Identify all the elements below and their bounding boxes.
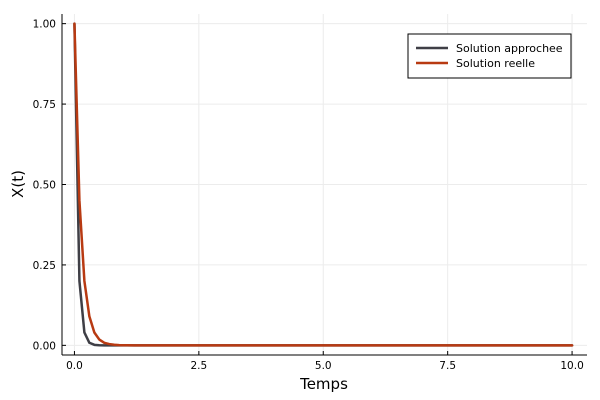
legend-label-solution-approchee: Solution approchee xyxy=(456,42,563,55)
y-tick-label: 0.00 xyxy=(33,340,56,352)
x-tick-label: 5.0 xyxy=(315,360,332,372)
y-tick-label: 0.50 xyxy=(33,180,56,192)
x-tick-label: 10.0 xyxy=(560,360,583,372)
series-lines xyxy=(73,22,574,347)
legend: Solution approchee Solution reelle xyxy=(407,33,572,79)
x-axis-label: Temps xyxy=(299,375,348,393)
x-tick-label: 0.0 xyxy=(66,360,83,372)
legend-box xyxy=(407,33,572,79)
y-tick-label: 0.75 xyxy=(33,99,56,111)
legend-label-solution-reelle: Solution reelle xyxy=(456,57,535,70)
y-tick-label: 0.25 xyxy=(33,260,56,272)
y-axis-label: X(t) xyxy=(9,170,27,198)
y-tick-label: 1.00 xyxy=(33,19,56,31)
x-tick-label: 2.5 xyxy=(190,360,207,372)
series-line-solution-reelle xyxy=(73,22,574,347)
tick-labels: 0.0 2.5 5.0 7.5 10.0 0.00 0.25 0.50 0.75 1.00 xyxy=(33,19,584,372)
axes xyxy=(61,14,587,356)
x-tick-label: 7.5 xyxy=(439,360,456,372)
